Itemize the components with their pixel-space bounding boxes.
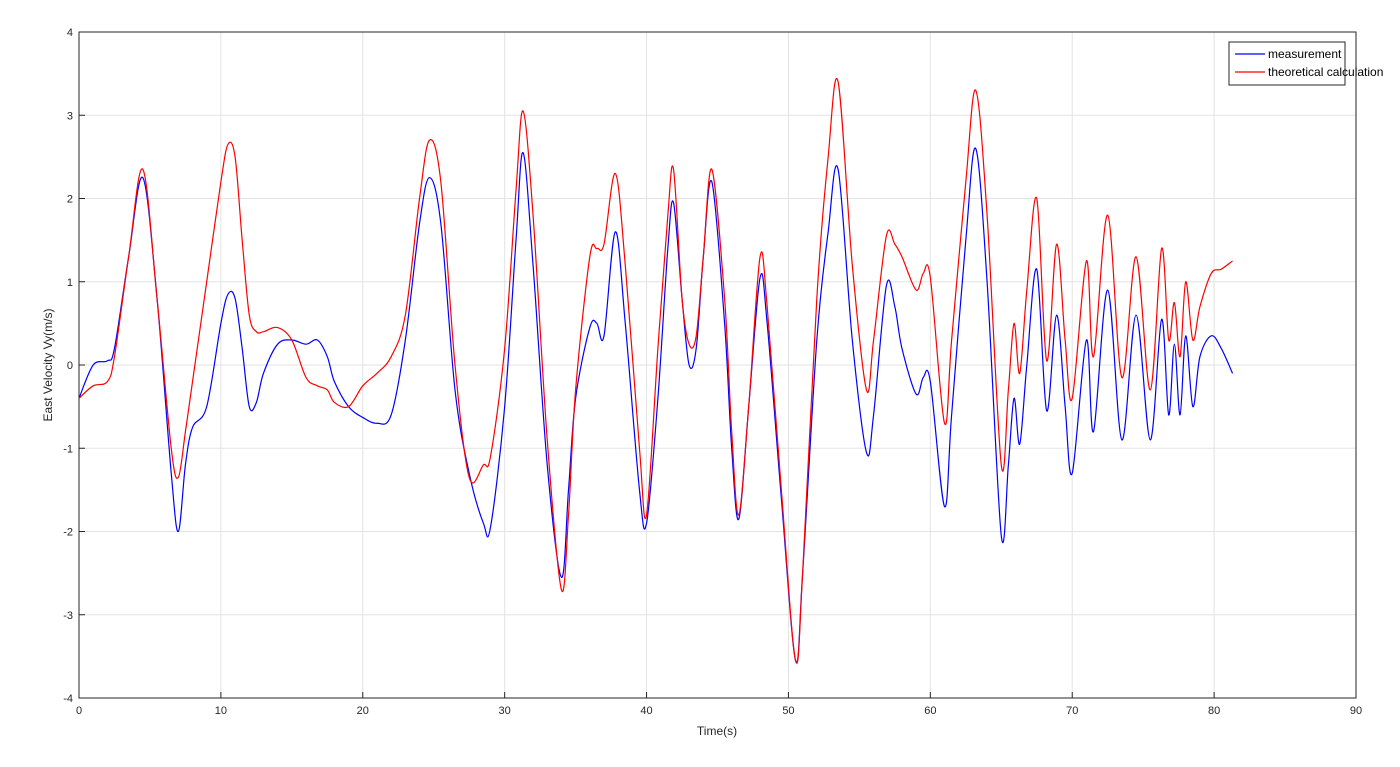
x-tick-label: 90 bbox=[1350, 705, 1362, 717]
x-tick-label: 80 bbox=[1208, 705, 1220, 717]
y-tick-label: -1 bbox=[63, 443, 73, 455]
legend-label: measurement bbox=[1268, 47, 1342, 61]
x-tick-label: 0 bbox=[76, 705, 82, 717]
x-axis-label: Time(s) bbox=[697, 724, 737, 738]
y-tick-label: 3 bbox=[67, 110, 73, 122]
series-line bbox=[78, 147, 1234, 664]
legend-box bbox=[1228, 41, 1346, 86]
y-tick-label: -2 bbox=[63, 527, 73, 539]
y-tick-label: -3 bbox=[63, 610, 73, 622]
x-tick-label: 30 bbox=[499, 705, 511, 717]
series-line bbox=[78, 78, 1233, 664]
plot-frame bbox=[78, 31, 1357, 699]
x-tick-label: 40 bbox=[640, 705, 652, 717]
y-tick-label: 1 bbox=[67, 277, 73, 289]
y-tick-label: -4 bbox=[63, 693, 73, 705]
y-axis-label: East Velocity Vy(m/s) bbox=[41, 309, 55, 422]
x-tick-label: 10 bbox=[215, 705, 227, 717]
y-tick-label: 4 bbox=[67, 27, 73, 39]
x-tick-label: 60 bbox=[924, 705, 936, 717]
y-tick-label: 2 bbox=[67, 194, 73, 206]
x-tick-label: 70 bbox=[1066, 705, 1078, 717]
legend-label: theoretical calculation bbox=[1268, 65, 1383, 79]
legend: measurement theoretical calculation bbox=[1228, 41, 1383, 86]
x-tick-label: 50 bbox=[782, 705, 794, 717]
y-tick-label: 0 bbox=[67, 360, 73, 372]
x-tick-label: 20 bbox=[357, 705, 369, 717]
